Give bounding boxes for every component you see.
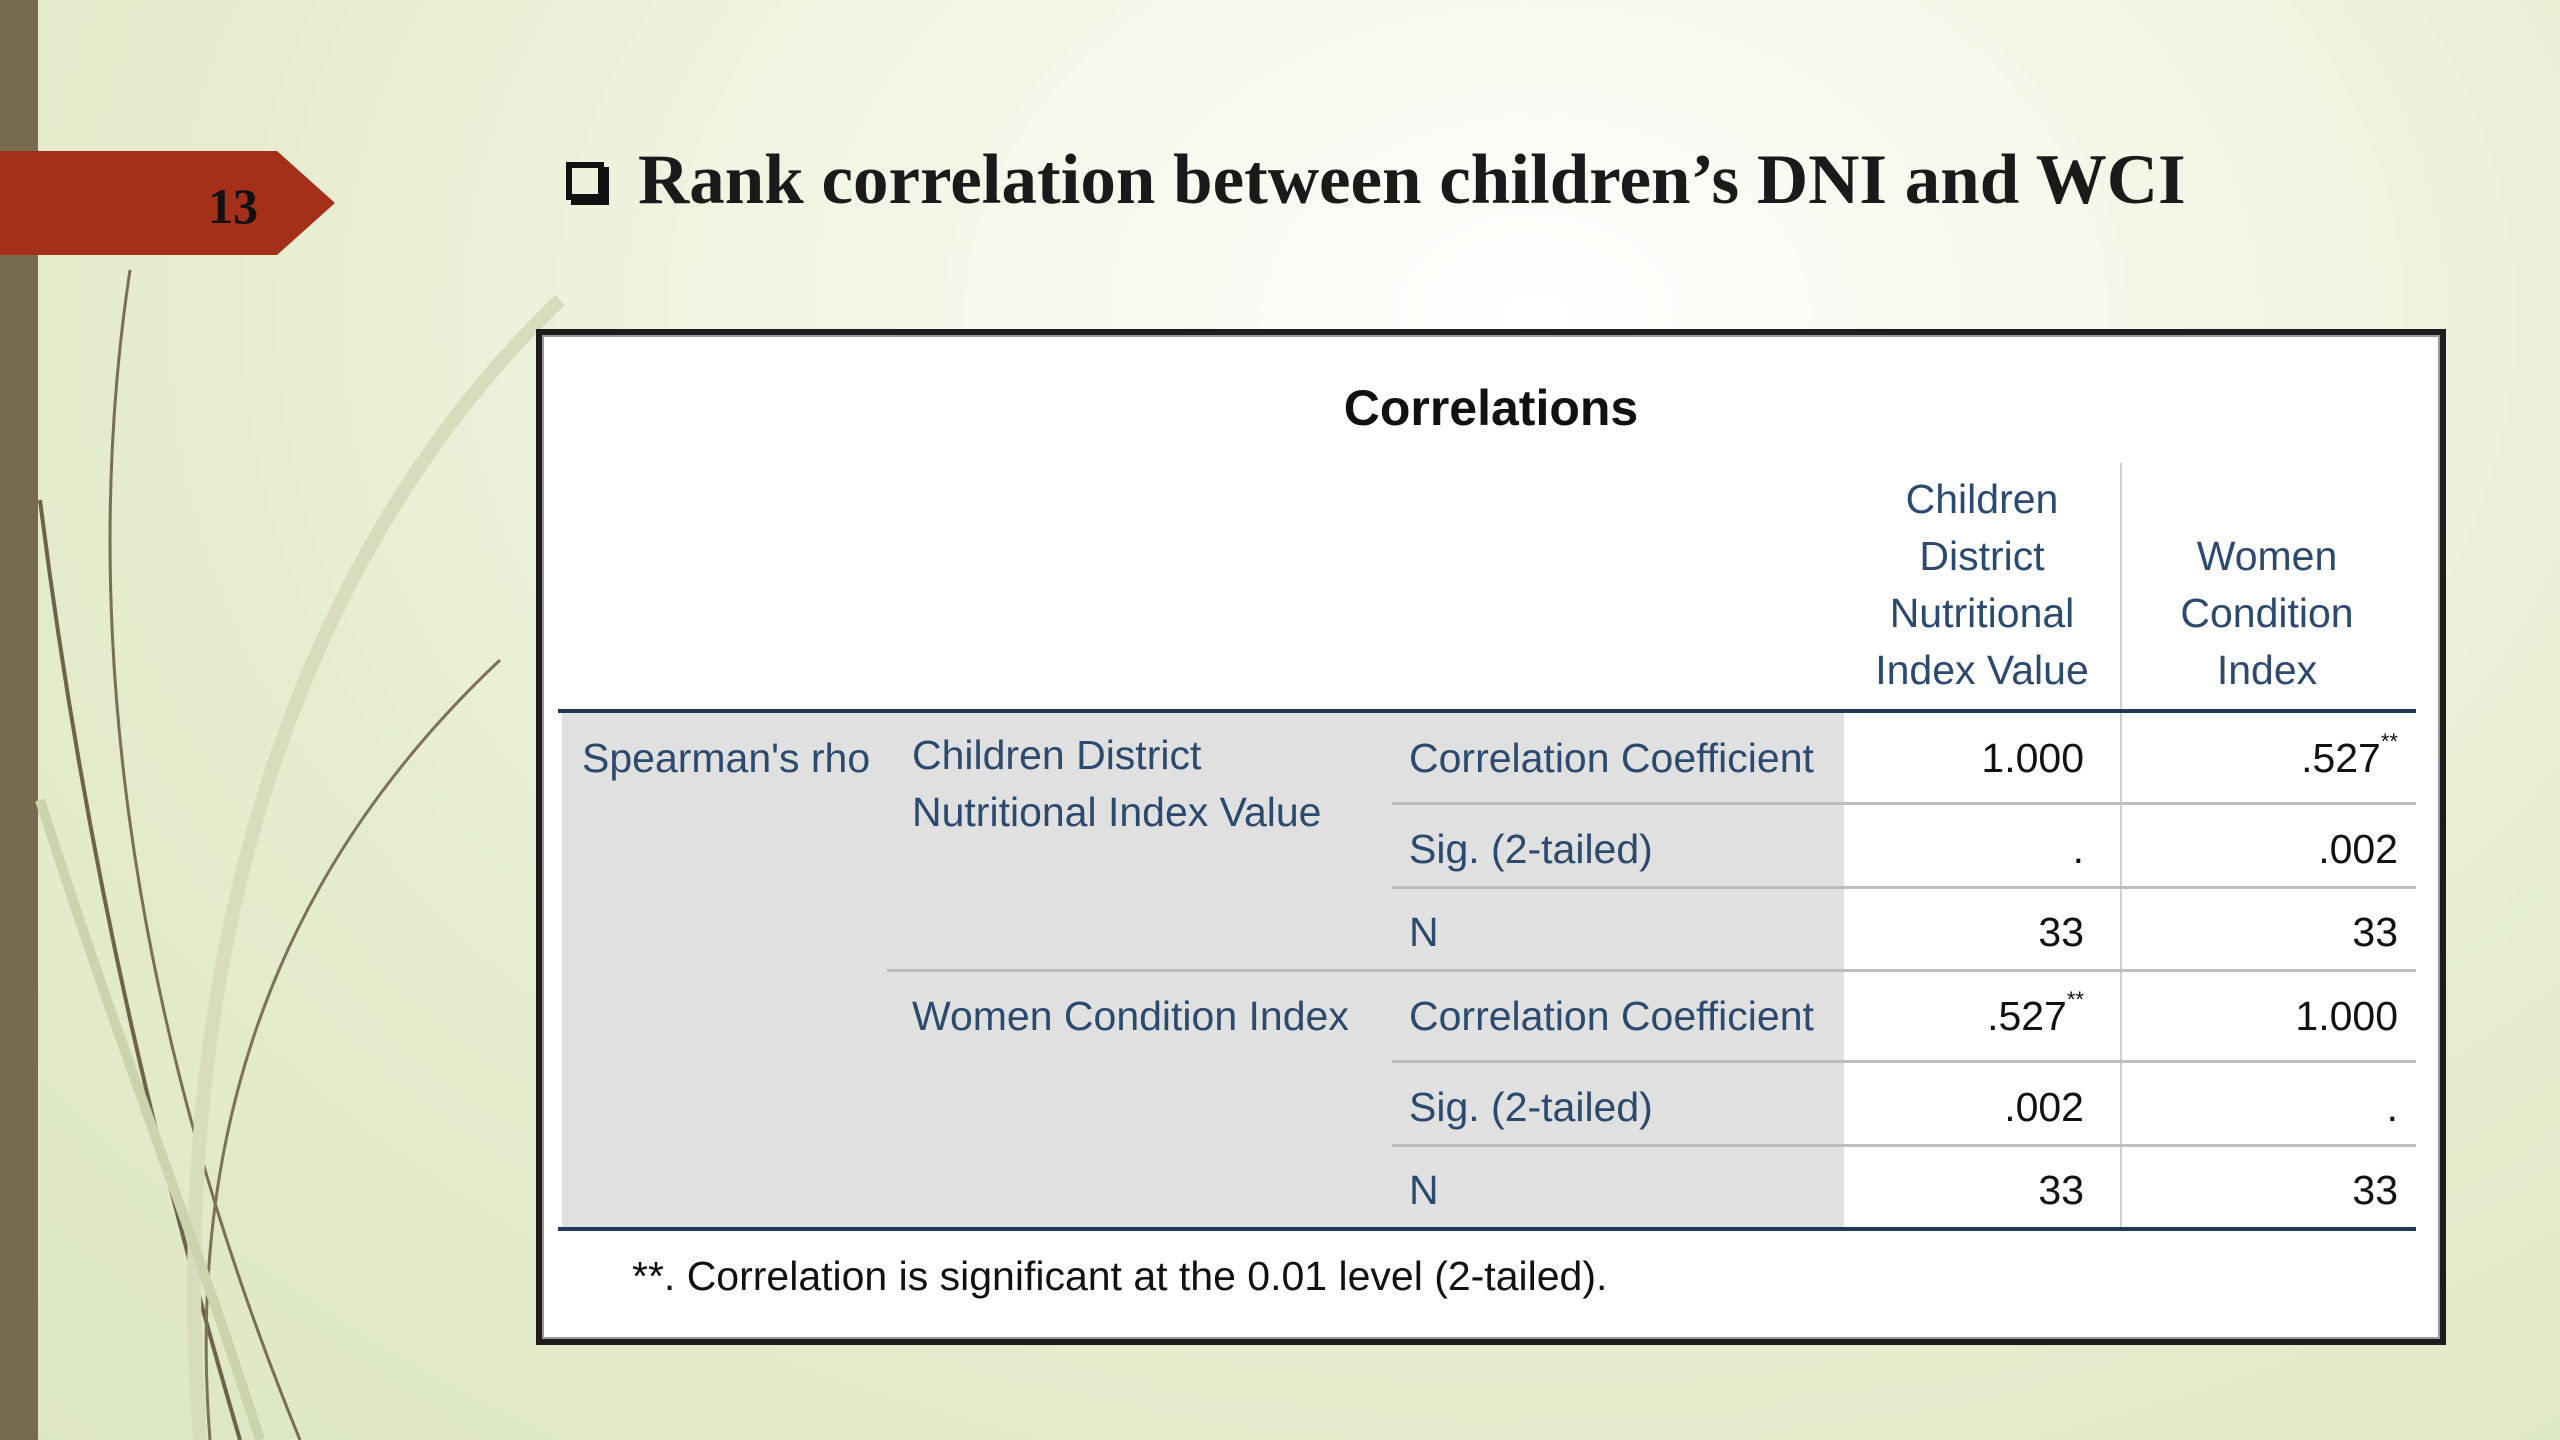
stat-label: Sig. (2-tailed): [1409, 1084, 1653, 1130]
variable-label-wci: Women Condition Index: [912, 993, 1349, 1039]
row-divider: [887, 969, 2416, 972]
slide-title: Rank correlation between children’s DNI …: [638, 141, 2186, 219]
table-footnote: **. Correlation is significant at the 0.…: [632, 1253, 1608, 1299]
value-cell: 33: [2038, 1167, 2084, 1213]
row-divider: [1392, 1144, 2416, 1147]
column-header-dni: Children District Nutritional Index Valu…: [1875, 476, 2089, 693]
correlations-table: Correlations Children District Nutrition…: [536, 329, 2446, 1345]
value-cell: .002: [2004, 1084, 2084, 1130]
row-divider: [1392, 1060, 2416, 1063]
value-cell: 33: [2352, 1167, 2398, 1213]
row-divider: [1392, 802, 2416, 805]
variable-label-dni: Children District Nutritional Index Valu…: [912, 732, 1322, 835]
row-divider: [1392, 886, 2416, 889]
stat-label: Correlation Coefficient: [1409, 735, 1814, 781]
column-header-wci: Women Condition Index: [2180, 533, 2354, 693]
slide-number: 13: [208, 178, 258, 234]
stat-label: Sig. (2-tailed): [1409, 826, 1653, 872]
value-cell: 1.000: [2295, 993, 2398, 1039]
value-cell: .: [2072, 826, 2084, 872]
stat-label: N: [1409, 1167, 1439, 1213]
table-bottom-rule: [558, 1227, 2416, 1231]
value-cell: 1.000: [1981, 735, 2084, 781]
value-cell: 33: [2038, 909, 2084, 955]
checkbox-bullet-icon: [566, 161, 604, 200]
group-label: Spearman's rho: [582, 735, 871, 781]
significance-mark: **: [2066, 987, 2084, 1013]
table-title: Correlations: [1343, 380, 1639, 436]
value-cell: .002: [2318, 826, 2398, 872]
value-cell: .527**: [1987, 987, 2084, 1039]
slide-number-badge: [0, 151, 335, 255]
value-cell: .: [2386, 1084, 2398, 1130]
column-divider: [2120, 463, 2122, 1227]
value-cell: .527**: [2301, 729, 2398, 781]
decorative-curves: [35, 269, 565, 1440]
stat-label: Correlation Coefficient: [1409, 993, 1814, 1039]
value-cell: 33: [2352, 909, 2398, 955]
header-rule: [558, 709, 2416, 713]
title-row: Rank correlation between children’s DNI …: [566, 140, 2186, 221]
significance-mark: **: [2380, 729, 2398, 755]
stat-label: N: [1409, 909, 1439, 955]
